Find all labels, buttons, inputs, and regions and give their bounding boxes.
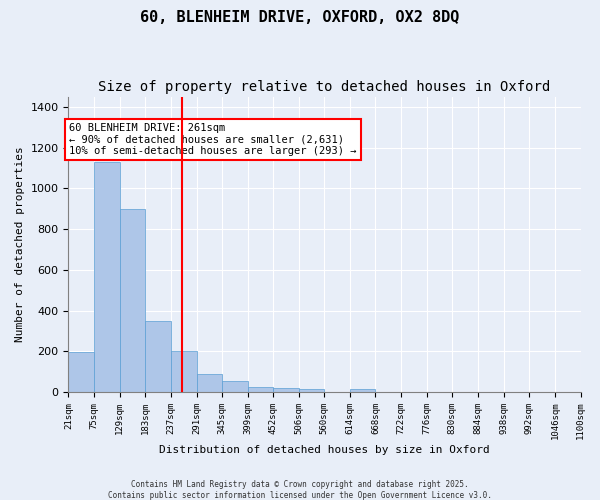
Bar (119, 208, 145, 392)
Bar (273, 388, 299, 392)
Bar (145, 321, 171, 392)
Y-axis label: Number of detached properties: Number of detached properties (15, 146, 25, 342)
Bar (68, 352, 94, 392)
Bar (197, 374, 222, 392)
Bar (248, 387, 273, 392)
Text: 60 BLENHEIM DRIVE: 261sqm
← 90% of detached houses are smaller (2,631)
10% of se: 60 BLENHEIM DRIVE: 261sqm ← 90% of detac… (70, 123, 357, 156)
Title: Size of property relative to detached houses in Oxford: Size of property relative to detached ho… (98, 80, 551, 94)
Text: 60, BLENHEIM DRIVE, OXFORD, OX2 8DQ: 60, BLENHEIM DRIVE, OXFORD, OX2 8DQ (140, 10, 460, 25)
X-axis label: Distribution of detached houses by size in Oxford: Distribution of detached houses by size … (159, 445, 490, 455)
Bar (94, 162, 119, 392)
Bar (171, 352, 197, 392)
Text: Contains HM Land Registry data © Crown copyright and database right 2025.
Contai: Contains HM Land Registry data © Crown c… (108, 480, 492, 500)
Bar (299, 389, 324, 392)
Bar (222, 381, 248, 392)
Bar (350, 389, 376, 392)
